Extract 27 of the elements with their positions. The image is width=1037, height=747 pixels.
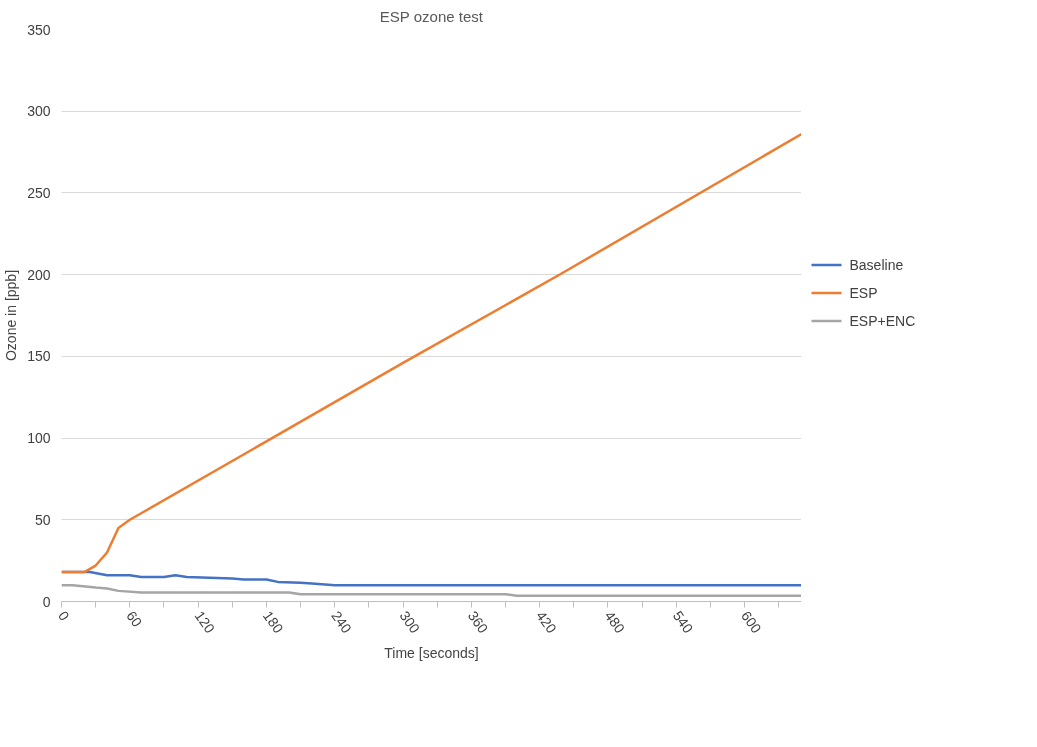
chart-title: ESP ozone test — [379, 7, 484, 25]
legend-label: ESP+ENC — [849, 312, 916, 329]
y-tick-label: 350 — [27, 21, 51, 38]
y-tick-label: 300 — [27, 103, 51, 120]
x-tick-label: 540 — [669, 607, 697, 637]
x-tick-label: 0 — [54, 607, 73, 624]
x-tick-label: 360 — [464, 607, 492, 637]
x-tick-label: 480 — [601, 607, 629, 637]
legend-label: Baseline — [849, 257, 904, 274]
x-tick-label: 120 — [191, 607, 219, 637]
x-tick-label: 420 — [533, 607, 560, 637]
y-tick-label: 50 — [34, 511, 51, 528]
x-tick-label: 300 — [396, 607, 424, 637]
x-tick-label: 600 — [738, 607, 765, 637]
y-tick-label: 0 — [42, 593, 51, 610]
line-series — [61, 132, 801, 574]
x-tick-label: 180 — [259, 607, 287, 637]
y-tick-label: 150 — [27, 348, 51, 365]
y-tick-label: 100 — [27, 430, 51, 447]
x-tick-label: 240 — [328, 607, 355, 637]
x-tick-label: 60 — [123, 607, 146, 630]
line-series — [61, 583, 801, 598]
y-tick-label: 200 — [27, 266, 51, 283]
legend-label: ESP — [849, 285, 878, 301]
x-axis-title: Time [seconds] — [384, 645, 479, 662]
y-axis-title: Ozone in [ppb] — [3, 269, 20, 362]
y-tick-label: 250 — [27, 184, 51, 201]
